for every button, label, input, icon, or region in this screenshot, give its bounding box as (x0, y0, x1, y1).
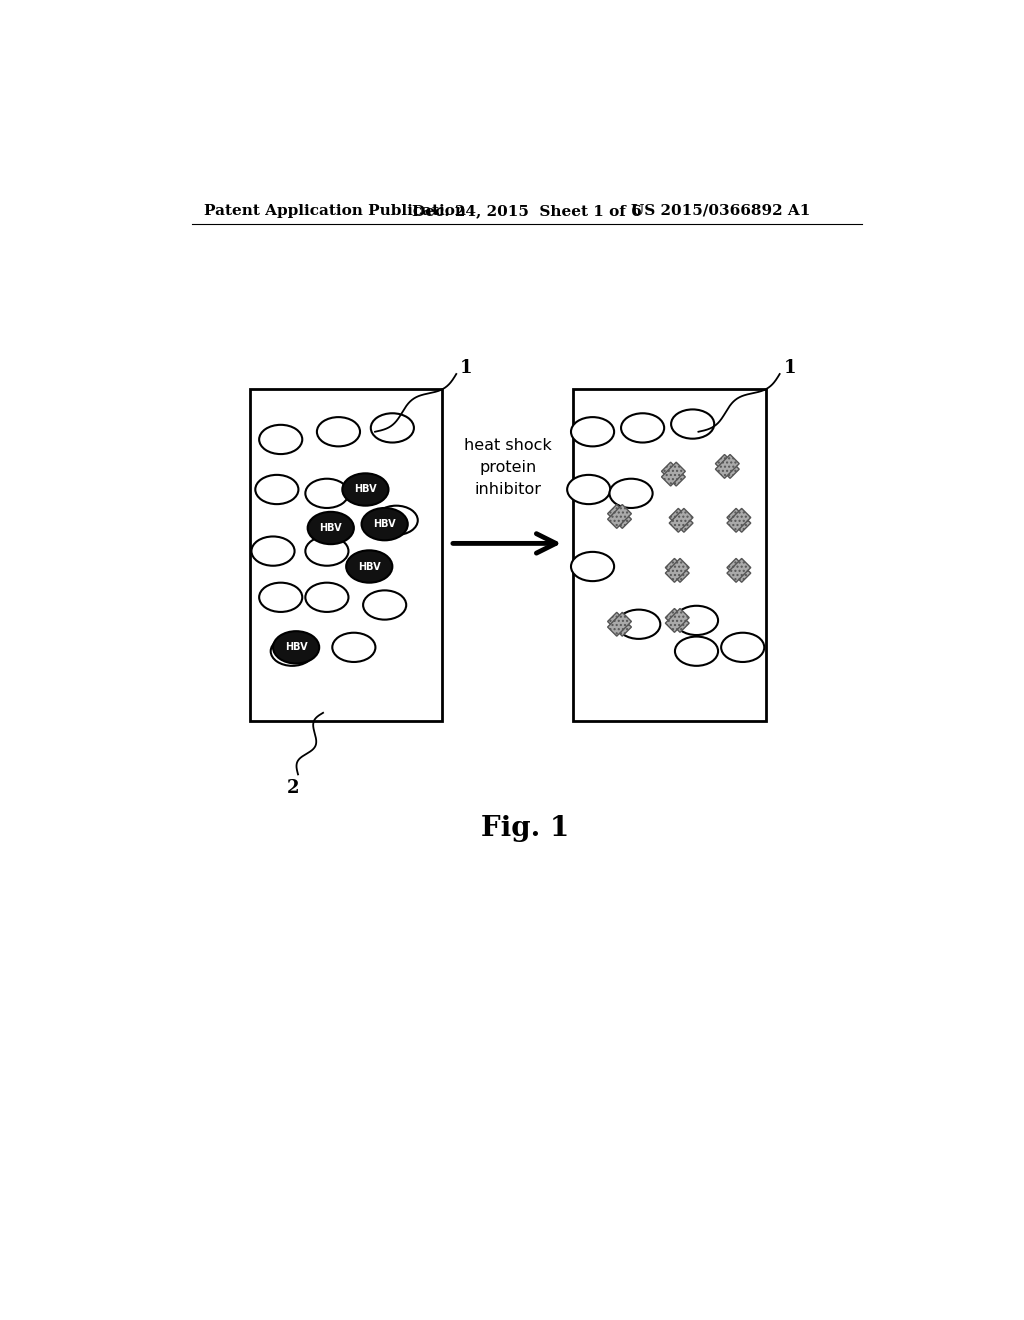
Ellipse shape (371, 413, 414, 442)
Ellipse shape (342, 474, 388, 506)
Text: 1: 1 (783, 359, 796, 376)
Polygon shape (716, 454, 739, 478)
Ellipse shape (255, 475, 298, 504)
Text: HBV: HBV (374, 519, 396, 529)
Text: Fig. 1: Fig. 1 (480, 814, 569, 842)
Text: Dec. 24, 2015  Sheet 1 of 6: Dec. 24, 2015 Sheet 1 of 6 (412, 203, 641, 218)
Ellipse shape (671, 409, 714, 438)
Text: HBV: HBV (354, 484, 377, 495)
Ellipse shape (364, 590, 407, 619)
Polygon shape (666, 558, 689, 582)
Polygon shape (607, 504, 632, 528)
Polygon shape (727, 558, 751, 582)
Ellipse shape (252, 536, 295, 566)
Ellipse shape (305, 536, 348, 566)
Ellipse shape (567, 475, 610, 504)
Polygon shape (670, 508, 693, 532)
Ellipse shape (333, 632, 376, 663)
Ellipse shape (675, 636, 718, 665)
Text: 2: 2 (287, 779, 299, 797)
Text: HBV: HBV (285, 643, 307, 652)
Text: heat shock
protein
inhibitor: heat shock protein inhibitor (464, 438, 552, 498)
Text: Patent Application Publication: Patent Application Publication (204, 203, 466, 218)
Ellipse shape (375, 506, 418, 535)
Polygon shape (670, 508, 693, 532)
Ellipse shape (307, 512, 354, 544)
Polygon shape (662, 462, 685, 486)
Ellipse shape (617, 610, 660, 639)
Ellipse shape (346, 550, 392, 582)
Text: US 2015/0366892 A1: US 2015/0366892 A1 (631, 203, 810, 218)
Ellipse shape (361, 508, 408, 540)
Polygon shape (662, 462, 685, 486)
Polygon shape (666, 609, 689, 632)
Polygon shape (727, 508, 751, 532)
Polygon shape (607, 612, 632, 636)
Ellipse shape (675, 606, 718, 635)
Ellipse shape (273, 631, 319, 664)
Ellipse shape (259, 425, 302, 454)
Text: HBV: HBV (358, 561, 381, 572)
Text: 1: 1 (460, 359, 473, 376)
Ellipse shape (305, 479, 348, 508)
Ellipse shape (721, 632, 764, 663)
Ellipse shape (571, 417, 614, 446)
Bar (250, 389, 442, 721)
Ellipse shape (316, 417, 360, 446)
Ellipse shape (609, 479, 652, 508)
Ellipse shape (621, 413, 665, 442)
Ellipse shape (270, 636, 313, 665)
Polygon shape (666, 609, 689, 632)
Bar (573, 389, 766, 721)
Text: HBV: HBV (319, 523, 342, 533)
Polygon shape (727, 508, 751, 532)
Polygon shape (607, 504, 632, 528)
Polygon shape (727, 558, 751, 582)
Polygon shape (716, 454, 739, 478)
Polygon shape (607, 612, 632, 636)
Ellipse shape (259, 582, 302, 612)
Polygon shape (666, 558, 689, 582)
Ellipse shape (305, 582, 348, 612)
Ellipse shape (571, 552, 614, 581)
